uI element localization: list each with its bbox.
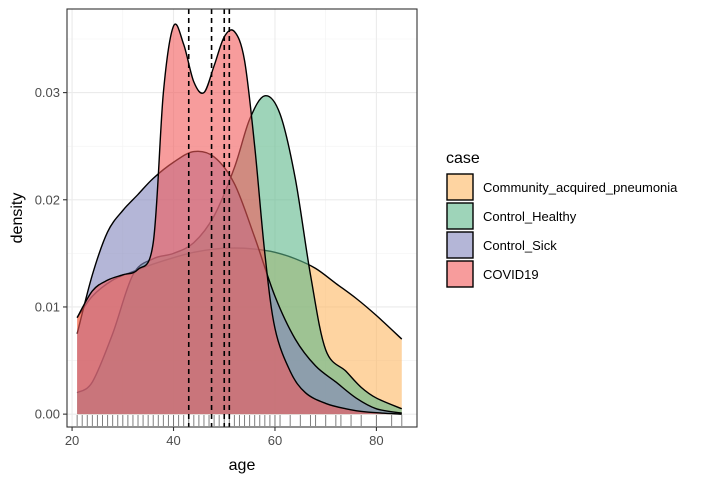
- legend-key-community-acquired-pneumonia: [446, 173, 474, 201]
- y-tick-label: 0.01: [35, 299, 60, 314]
- y-tick-label: 0.02: [35, 192, 60, 207]
- legend: case Community_acquired_pneumonia Control…: [446, 150, 678, 288]
- legend-key-covid19: [446, 260, 474, 288]
- legend-label-community-acquired-pneumonia: Community_acquired_pneumonia: [483, 180, 678, 195]
- vline-layer: [187, 9, 231, 427]
- x-tick-label: 60: [268, 433, 282, 448]
- legend-key-control-healthy: [446, 202, 474, 230]
- axis-layer: 20 40 60 80 0.00 0.01 0.02 0.03: [35, 8, 418, 448]
- series-layer: [76, 23, 403, 415]
- x-tick-label: 80: [369, 433, 383, 448]
- y-axis-title: density: [9, 193, 26, 244]
- x-tick-label: 40: [166, 433, 180, 448]
- legend-title: case: [446, 150, 480, 167]
- x-axis-title: age: [229, 457, 256, 474]
- density-line-covid19: [76, 23, 402, 415]
- x-tick-label: 20: [65, 433, 79, 448]
- legend-label-control-sick: Control_Sick: [483, 238, 557, 253]
- y-tick-label: 0.00: [35, 407, 60, 422]
- legend-label-covid19: COVID19: [483, 267, 539, 282]
- legend-key-control-sick: [446, 231, 474, 259]
- y-tick-label: 0.03: [35, 85, 60, 100]
- rug-layer: [76, 415, 403, 426]
- panel-border: [66, 8, 418, 428]
- density-area-covid19: [77, 24, 402, 415]
- legend-label-control-healthy: Control_Healthy: [483, 209, 577, 224]
